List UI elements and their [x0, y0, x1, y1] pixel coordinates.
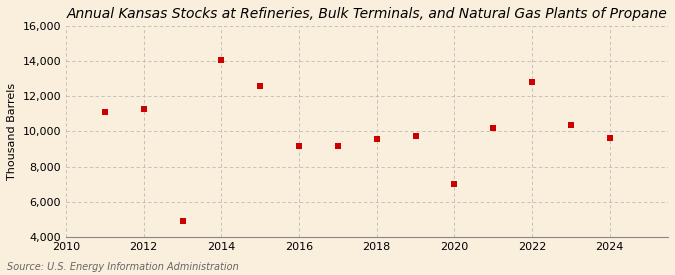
Point: [216, 57, 227, 62]
Point: [566, 123, 576, 128]
Point: [254, 84, 265, 88]
Point: [177, 219, 188, 223]
Point: [488, 126, 499, 130]
Point: [449, 182, 460, 186]
Y-axis label: Thousand Barrels: Thousand Barrels: [7, 83, 17, 180]
Text: Source: U.S. Energy Information Administration: Source: U.S. Energy Information Administ…: [7, 262, 238, 272]
Point: [99, 110, 110, 114]
Point: [604, 135, 615, 140]
Point: [410, 134, 421, 138]
Point: [371, 136, 382, 141]
Point: [138, 106, 149, 111]
Point: [333, 144, 344, 148]
Point: [294, 143, 304, 148]
Point: [526, 80, 537, 85]
Title: Annual Kansas Stocks at Refineries, Bulk Terminals, and Natural Gas Plants of Pr: Annual Kansas Stocks at Refineries, Bulk…: [67, 7, 668, 21]
